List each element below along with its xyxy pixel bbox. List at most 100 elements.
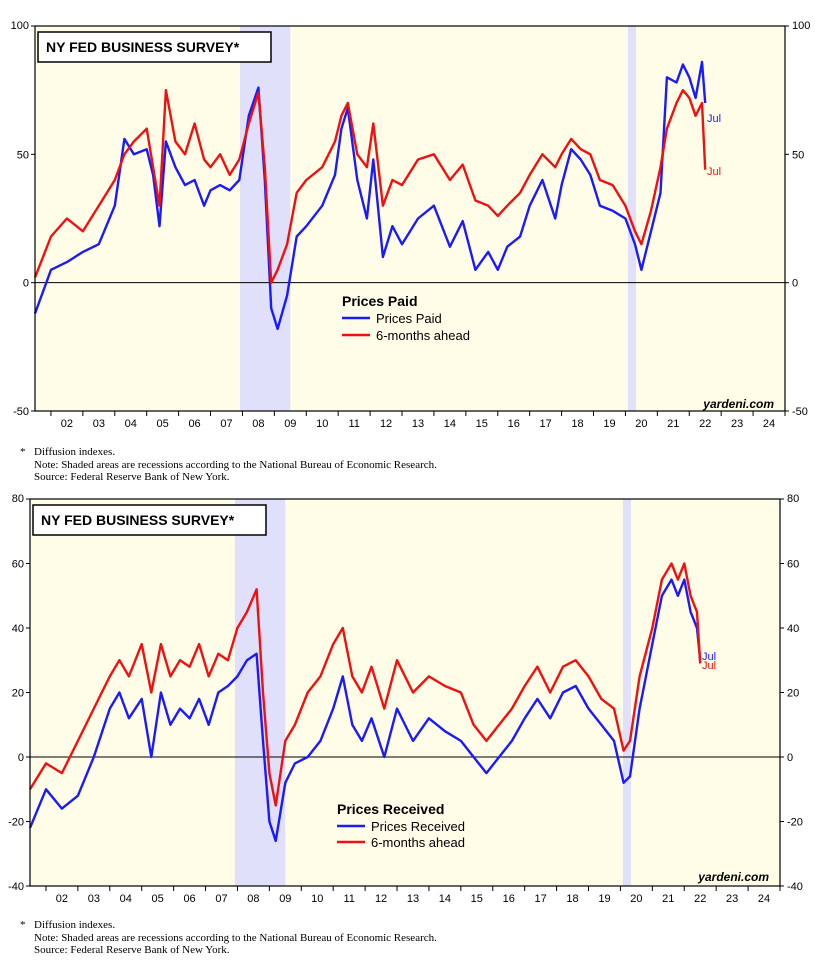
x-tick-label: 03	[88, 893, 100, 905]
x-tick-label: 23	[731, 418, 743, 430]
y-tick-label-right: -20	[787, 817, 803, 829]
x-tick-label: 21	[667, 418, 679, 430]
plot-area: -50 -50 0 0 50 50 100 100 02 03 04 05 06 07 08 09 10 11 12…	[11, 20, 811, 430]
x-tick-label: 07	[215, 893, 227, 905]
y-tick-label-left: 0	[23, 278, 29, 290]
x-tick-label: 17	[540, 418, 552, 430]
x-tick-label: 11	[348, 418, 359, 430]
x-tick-label: 14	[444, 418, 456, 430]
legend-label-red: 6-months ahead	[376, 328, 470, 343]
footnote-line-2: Note: Shaded areas are recessions accord…	[34, 458, 437, 471]
series-line-blue	[33, 60, 707, 331]
footnotes: * Diffusion indexes. Note: Shaded areas a…	[20, 919, 437, 957]
x-tick-label: 16	[508, 418, 520, 430]
chart-title-box	[32, 504, 267, 536]
y-tick-label-left: -40	[8, 881, 24, 893]
legend-title: Prices Paid	[342, 293, 418, 309]
watermark: yardeni.com	[702, 397, 774, 411]
y-tick-label-left: 20	[12, 688, 24, 700]
plot-frame	[34, 25, 786, 412]
x-tick-label: 12	[380, 418, 392, 430]
y-tick-label-left: -50	[13, 406, 29, 418]
legend-label-blue: Prices Received	[371, 819, 465, 834]
y-tick-label-left: 40	[12, 623, 24, 635]
x-tick-label: 02	[56, 893, 68, 905]
x-tick-label: 12	[375, 893, 387, 905]
x-tick-label: 10	[311, 893, 323, 905]
y-tick-label-left: 80	[12, 493, 24, 505]
series-line-red	[28, 562, 702, 807]
y-tick-label-left: 0	[18, 752, 24, 764]
x-tick-label: 05	[152, 893, 164, 905]
watermark: yardeni.com	[697, 870, 769, 884]
y-tick-label-right: 0	[787, 752, 793, 764]
plot-background	[35, 26, 785, 411]
legend-title: Prices Received	[337, 801, 444, 817]
legend-label-blue: Prices Paid	[376, 311, 442, 326]
footnote-line-1: Diffusion indexes.	[34, 446, 116, 458]
x-tick-label: 09	[284, 418, 296, 430]
footnote-star: *	[20, 446, 26, 458]
x-tick-label: 09	[279, 893, 291, 905]
chart-title: NY FED BUSINESS SURVEY*	[46, 39, 240, 55]
x-tick-label: 21	[662, 893, 674, 905]
x-tick-label: 23	[726, 893, 738, 905]
x-tick-label: 17	[535, 893, 547, 905]
x-tick-label: 20	[630, 893, 642, 905]
x-tick-label: 04	[120, 893, 132, 905]
chart-title: NY FED BUSINESS SURVEY*	[41, 512, 235, 528]
legend-label-red: 6-months ahead	[371, 835, 465, 850]
y-tick-label-right: -40	[787, 881, 803, 893]
x-tick-label: 08	[252, 418, 264, 430]
x-tick-label: 15	[476, 418, 488, 430]
chart-title-box	[37, 31, 272, 63]
recession-band	[627, 26, 636, 411]
x-tick-label: 20	[635, 418, 647, 430]
end-label-red: Jul	[707, 166, 721, 178]
x-tick-label: 11	[343, 893, 354, 905]
y-tick-label-left: 100	[11, 20, 29, 32]
x-tick-label: 08	[247, 893, 259, 905]
y-tick-label-left: 50	[17, 149, 29, 161]
x-tick-label: 06	[188, 418, 200, 430]
x-tick-label: 02	[61, 418, 73, 430]
y-tick-label-left: 60	[12, 559, 24, 571]
x-tick-label: 18	[566, 893, 578, 905]
recession-band	[622, 499, 631, 886]
footnote-line-1: Diffusion indexes.	[34, 919, 116, 931]
x-tick-label: 24	[763, 418, 775, 430]
footnote-line-2: Note: Shaded areas are recessions accord…	[34, 931, 437, 944]
footnote-line-3: Source: Federal Reserve Bank of New York…	[34, 471, 230, 483]
x-tick-label: 18	[571, 418, 583, 430]
x-tick-label: 22	[694, 893, 706, 905]
y-tick-label-left: -20	[8, 817, 24, 829]
y-tick-label-right: -50	[792, 406, 808, 418]
x-tick-label: 13	[407, 893, 419, 905]
prices-received-chart: -40 -40 -20 -20 0 0 20 20 40 40 60 60 80 80 02 03 04 05 06…	[8, 493, 803, 905]
y-tick-label-right: 50	[792, 149, 804, 161]
end-label-blue: Jul	[702, 651, 716, 663]
series-line-red	[33, 88, 707, 284]
x-tick-label: 05	[157, 418, 169, 430]
x-tick-label: 03	[93, 418, 105, 430]
footnote-star: *	[20, 919, 26, 931]
plot-area: -40 -40 -20 -20 0 0 20 20 40 40 60 60 80 80 02 03 04 05 06…	[8, 493, 803, 905]
x-tick-label: 24	[758, 893, 770, 905]
end-label-blue: Jul	[707, 113, 721, 125]
x-tick-label: 22	[699, 418, 711, 430]
x-tick-label: 16	[503, 893, 515, 905]
footnotes: * Diffusion indexes. Note: Shaded areas a…	[20, 446, 437, 484]
y-tick-label-right: 80	[787, 493, 799, 505]
prices-paid-chart: -50 -50 0 0 50 50 100 100 02 03 04 05 06 07 08 09 10 11 12…	[11, 20, 811, 430]
x-tick-label: 06	[183, 893, 195, 905]
x-tick-label: 10	[316, 418, 328, 430]
x-tick-label: 07	[220, 418, 232, 430]
end-label-red: Jul	[702, 660, 716, 672]
x-tick-label: 19	[598, 893, 610, 905]
x-tick-label: 19	[603, 418, 615, 430]
x-tick-label: 13	[412, 418, 424, 430]
y-tick-label-right: 100	[792, 20, 810, 32]
plot-background	[30, 499, 780, 886]
x-tick-label: 15	[471, 893, 483, 905]
y-tick-label-right: 0	[792, 278, 798, 290]
